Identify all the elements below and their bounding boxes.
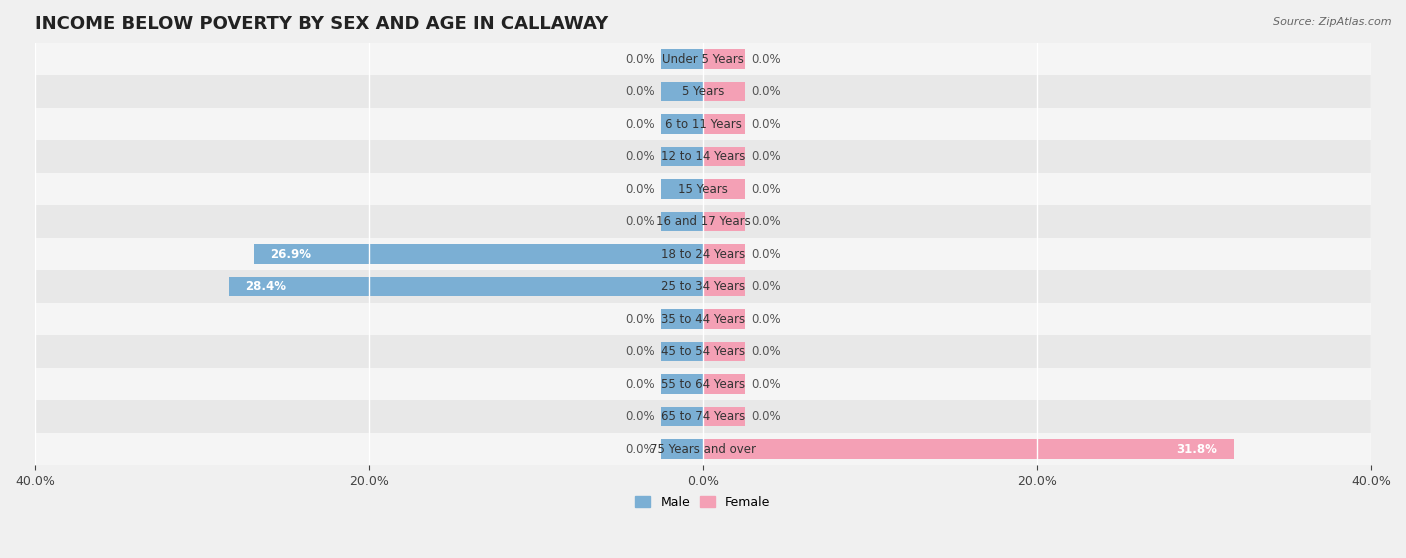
Bar [703, 342, 745, 362]
Text: 0.0%: 0.0% [751, 280, 782, 293]
Bar [35, 271, 1371, 303]
Text: 28.4%: 28.4% [246, 280, 287, 293]
Text: 75 Years and over: 75 Years and over [650, 442, 756, 456]
Text: 0.0%: 0.0% [624, 442, 655, 456]
Text: 26.9%: 26.9% [270, 248, 312, 261]
Text: 35 to 44 Years: 35 to 44 Years [661, 312, 745, 326]
Bar [35, 205, 1371, 238]
Bar [703, 440, 1234, 459]
Text: 5 Years: 5 Years [682, 85, 724, 98]
Text: 0.0%: 0.0% [751, 182, 782, 196]
Text: 12 to 14 Years: 12 to 14 Years [661, 150, 745, 163]
Bar [253, 244, 703, 264]
Text: 0.0%: 0.0% [751, 215, 782, 228]
Bar [703, 212, 745, 232]
Text: 55 to 64 Years: 55 to 64 Years [661, 378, 745, 391]
Text: 15 Years: 15 Years [678, 182, 728, 196]
Bar [661, 310, 703, 329]
Text: 0.0%: 0.0% [624, 378, 655, 391]
Bar [703, 114, 745, 134]
Text: 16 and 17 Years: 16 and 17 Years [655, 215, 751, 228]
Text: 0.0%: 0.0% [751, 410, 782, 423]
Bar [661, 440, 703, 459]
Text: 0.0%: 0.0% [751, 312, 782, 326]
Legend: Male, Female: Male, Female [630, 491, 776, 514]
Text: 6 to 11 Years: 6 to 11 Years [665, 118, 741, 131]
Bar [661, 180, 703, 199]
Bar [35, 173, 1371, 205]
Bar [35, 141, 1371, 173]
Bar [703, 310, 745, 329]
Bar [703, 147, 745, 166]
Bar [703, 180, 745, 199]
Bar [229, 277, 703, 296]
Bar [35, 368, 1371, 401]
Bar [703, 277, 745, 296]
Bar [661, 374, 703, 394]
Text: 0.0%: 0.0% [624, 85, 655, 98]
Bar [703, 374, 745, 394]
Text: 0.0%: 0.0% [624, 118, 655, 131]
Text: 0.0%: 0.0% [624, 312, 655, 326]
Text: INCOME BELOW POVERTY BY SEX AND AGE IN CALLAWAY: INCOME BELOW POVERTY BY SEX AND AGE IN C… [35, 15, 609, 33]
Bar [35, 303, 1371, 335]
Text: 0.0%: 0.0% [624, 150, 655, 163]
Bar [703, 50, 745, 69]
Bar [35, 401, 1371, 433]
Bar [661, 147, 703, 166]
Bar [35, 75, 1371, 108]
Text: 18 to 24 Years: 18 to 24 Years [661, 248, 745, 261]
Text: 0.0%: 0.0% [624, 215, 655, 228]
Bar [703, 407, 745, 426]
Text: Under 5 Years: Under 5 Years [662, 52, 744, 66]
Text: 0.0%: 0.0% [624, 345, 655, 358]
Bar [35, 335, 1371, 368]
Bar [661, 82, 703, 102]
Text: 0.0%: 0.0% [624, 410, 655, 423]
Bar [35, 108, 1371, 141]
Bar [661, 114, 703, 134]
Bar [703, 82, 745, 102]
Text: 25 to 34 Years: 25 to 34 Years [661, 280, 745, 293]
Bar [703, 244, 745, 264]
Bar [35, 43, 1371, 75]
Text: 0.0%: 0.0% [751, 378, 782, 391]
Bar [35, 433, 1371, 465]
Text: 0.0%: 0.0% [751, 150, 782, 163]
Bar [35, 238, 1371, 271]
Text: 0.0%: 0.0% [751, 118, 782, 131]
Text: 0.0%: 0.0% [751, 85, 782, 98]
Text: Source: ZipAtlas.com: Source: ZipAtlas.com [1274, 17, 1392, 27]
Text: 0.0%: 0.0% [751, 52, 782, 66]
Text: 0.0%: 0.0% [751, 248, 782, 261]
Text: 0.0%: 0.0% [624, 182, 655, 196]
Bar [661, 50, 703, 69]
Bar [661, 407, 703, 426]
Text: 0.0%: 0.0% [624, 52, 655, 66]
Text: 65 to 74 Years: 65 to 74 Years [661, 410, 745, 423]
Text: 45 to 54 Years: 45 to 54 Years [661, 345, 745, 358]
Bar [661, 342, 703, 362]
Text: 31.8%: 31.8% [1177, 442, 1218, 456]
Text: 0.0%: 0.0% [751, 345, 782, 358]
Bar [661, 212, 703, 232]
